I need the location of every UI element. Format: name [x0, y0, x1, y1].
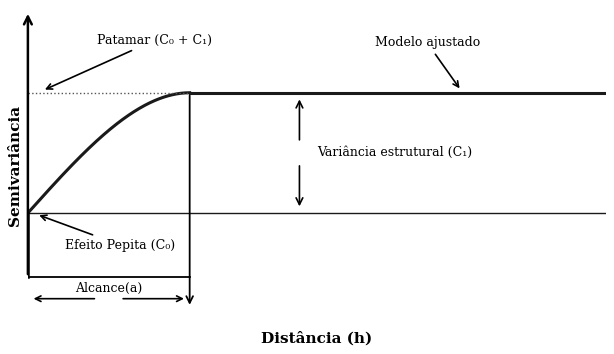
Text: Variância estrutural (C₁): Variância estrutural (C₁)	[317, 146, 472, 159]
Text: Modelo ajustado: Modelo ajustado	[375, 36, 480, 87]
Text: Alcance(a): Alcance(a)	[75, 282, 142, 295]
Text: Patamar (C₀ + C₁): Patamar (C₀ + C₁)	[47, 34, 212, 89]
Text: Efeito Pepita (C₀): Efeito Pepita (C₀)	[41, 215, 176, 252]
Y-axis label: Semivariância: Semivariância	[9, 105, 22, 226]
X-axis label: Distância (h): Distância (h)	[261, 331, 373, 346]
